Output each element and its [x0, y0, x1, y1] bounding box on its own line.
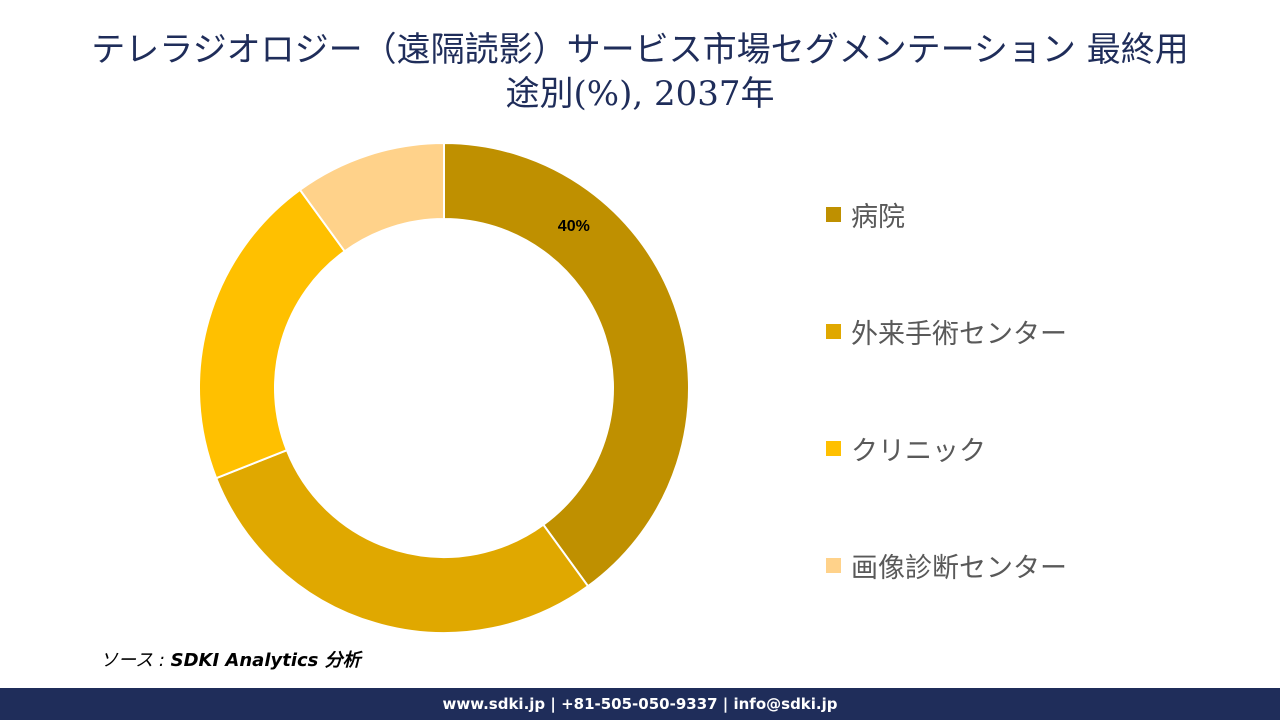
legend-swatch	[826, 557, 841, 573]
chart-title-line-1: テレラジオロジー（遠隔読影）サービス市場セグメンテーション 最終用	[91, 30, 1189, 70]
donut-slice-2	[214, 448, 590, 634]
legend-item-1: 病院	[826, 190, 905, 238]
legend-item-3: クリニック	[826, 424, 986, 472]
legend-label: 病院	[851, 201, 905, 233]
legend-swatch	[826, 440, 841, 456]
donut-slice-3	[198, 188, 347, 480]
legend-item-2: 外来手術センター	[826, 307, 1067, 355]
footer-contact: www.sdki.jp | +81-505-050-9337 | info@sd…	[442, 695, 838, 713]
donut-slice-4	[298, 141, 445, 253]
donut-slice-1	[443, 141, 690, 588]
source-note: ソース : SDKI Analytics 分析	[100, 646, 361, 672]
legend-item-4: 画像診断センター	[826, 541, 1067, 589]
data-label-1: 40%	[558, 218, 590, 235]
legend-label: クリニック	[851, 435, 986, 467]
legend-swatch	[826, 323, 841, 339]
footer-bar: www.sdki.jp | +81-505-050-9337 | info@sd…	[0, 688, 1280, 720]
chart-title-line-2: 途別(%), 2037年	[505, 74, 775, 114]
legend-swatch	[826, 206, 841, 222]
source-text: SDKI Analytics 分析	[170, 650, 361, 671]
source-prefix: ソース :	[100, 650, 171, 671]
legend-label: 画像診断センター	[851, 552, 1067, 584]
chart-title: テレラジオロジー（遠隔読影）サービス市場セグメンテーション 最終用 途別(%),…	[40, 28, 1240, 116]
legend-label: 外来手術センター	[851, 318, 1067, 350]
